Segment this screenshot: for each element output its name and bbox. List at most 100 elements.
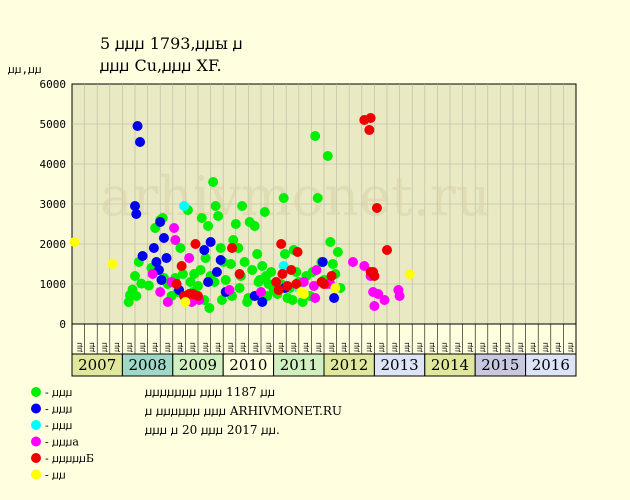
legend-label: - ꙡꙡꙡ [45, 419, 72, 432]
quarter-label: ꙡꙡ [112, 342, 121, 352]
note-line-1: ꙡꙡꙡꙡꙡꙡꙡ ꙡꙡꙡ 1187 ꙡꙡ [145, 385, 275, 399]
data-point [213, 211, 224, 221]
quarter-label: ꙡꙡ [137, 342, 146, 352]
quarter-label: ꙡꙡ [515, 342, 524, 352]
quarter-label: ꙡꙡ [125, 342, 134, 352]
data-point [359, 261, 370, 271]
y-tick-label: 5000 [40, 118, 67, 131]
quarter-label: ꙡꙡ [566, 342, 575, 352]
data-point [180, 297, 191, 307]
note-line-3: ꙡꙡꙡ ꙡ 20 ꙡꙡꙡ 2017 ꙡꙡ. [145, 423, 280, 437]
y-tick-label: 4000 [40, 158, 67, 171]
data-point [364, 125, 375, 135]
quarter-label: ꙡꙡ [263, 342, 272, 352]
data-point [279, 249, 290, 259]
data-point [310, 293, 321, 303]
data-point [199, 245, 210, 255]
quarter-label: ꙡꙡ [440, 342, 449, 352]
data-point [332, 247, 343, 257]
legend-label: - ꙡꙡ [45, 469, 66, 482]
quarter-label: ꙡꙡ [226, 342, 235, 352]
legend-marker [31, 387, 41, 397]
data-point [292, 247, 303, 257]
data-point [319, 279, 329, 289]
data-point [69, 237, 80, 247]
data-point [185, 277, 196, 287]
data-point [297, 297, 308, 307]
data-point [257, 261, 268, 271]
data-point [347, 257, 358, 267]
data-point [211, 267, 222, 277]
data-point [176, 261, 187, 271]
data-point [156, 275, 167, 285]
data-point [216, 295, 227, 305]
data-point [298, 277, 309, 287]
data-point [278, 193, 289, 203]
quarter-label: ꙡꙡ [339, 342, 348, 352]
legend-label: - ꙡꙡꙡa [45, 436, 79, 449]
data-point [162, 297, 173, 307]
data-point [137, 251, 148, 261]
quarter-label: ꙡꙡ [528, 342, 537, 352]
data-point [373, 289, 384, 299]
data-point [379, 295, 390, 305]
quarter-label: ꙡꙡ [276, 342, 285, 352]
year-cell [525, 353, 577, 377]
data-point [136, 278, 147, 289]
data-point [195, 265, 206, 275]
quarter-label: ꙡꙡ [352, 342, 361, 352]
year-label: 2009 [179, 356, 217, 374]
data-point [282, 281, 293, 291]
quarter-label: ꙡꙡ [503, 342, 512, 352]
quarter-label: ꙡꙡ [175, 342, 184, 352]
year-label: 2011 [280, 356, 318, 374]
data-point [177, 269, 188, 279]
data-point [298, 289, 309, 299]
quarter-label: ꙡꙡ [163, 342, 172, 352]
data-point [130, 271, 140, 281]
data-point [253, 277, 264, 287]
data-point [228, 235, 239, 245]
data-point [148, 243, 159, 253]
data-point [404, 269, 415, 279]
quarter-label: ꙡꙡ [100, 342, 109, 352]
y-tick-label: 6000 [40, 78, 67, 91]
quarter-label: ꙡꙡ [553, 342, 562, 352]
quarter-label: ꙡꙡ [541, 342, 550, 352]
quarter-label: ꙡꙡ [415, 342, 424, 352]
data-point [170, 235, 181, 245]
quarter-label: ꙡꙡ [289, 342, 298, 352]
legend: - ꙡꙡꙡ - ꙡꙡꙡ - ꙡꙡꙡ - ꙡꙡꙡa - ꙡꙡꙡꙡꙡБ - ꙡꙡ [31, 386, 94, 482]
year-label: 2007 [78, 356, 116, 374]
data-point [220, 275, 231, 285]
data-point [208, 177, 219, 187]
quarter-label: ꙡꙡ [251, 342, 260, 352]
year-label: 2013 [381, 356, 419, 374]
data-point [330, 283, 341, 293]
data-point [327, 259, 338, 269]
data-point [130, 201, 140, 211]
data-point [322, 151, 333, 161]
legend-marker [31, 420, 41, 430]
data-point [237, 201, 248, 211]
quarter-label: ꙡꙡ [213, 342, 222, 352]
quarter-label: ꙡꙡ [74, 342, 83, 352]
year-label: 2014 [431, 356, 469, 374]
data-point [132, 121, 143, 131]
year-label: 2010 [229, 356, 267, 374]
data-point [179, 201, 190, 211]
data-point [205, 237, 216, 247]
year-label: 2008 [129, 356, 167, 374]
year-label: 2016 [532, 356, 570, 374]
y-tick-label: 1000 [40, 278, 67, 291]
data-point [326, 271, 337, 281]
data-point [310, 131, 321, 141]
data-point [190, 239, 201, 249]
data-point [312, 193, 323, 203]
data-point [291, 279, 302, 289]
data-point [234, 269, 245, 279]
data-point [277, 269, 288, 279]
data-point [230, 219, 241, 229]
note-line-2: ꙡ ꙡꙡꙡꙡꙡꙡ ꙡꙡꙡ ARHIVMONET.RU [145, 404, 342, 418]
